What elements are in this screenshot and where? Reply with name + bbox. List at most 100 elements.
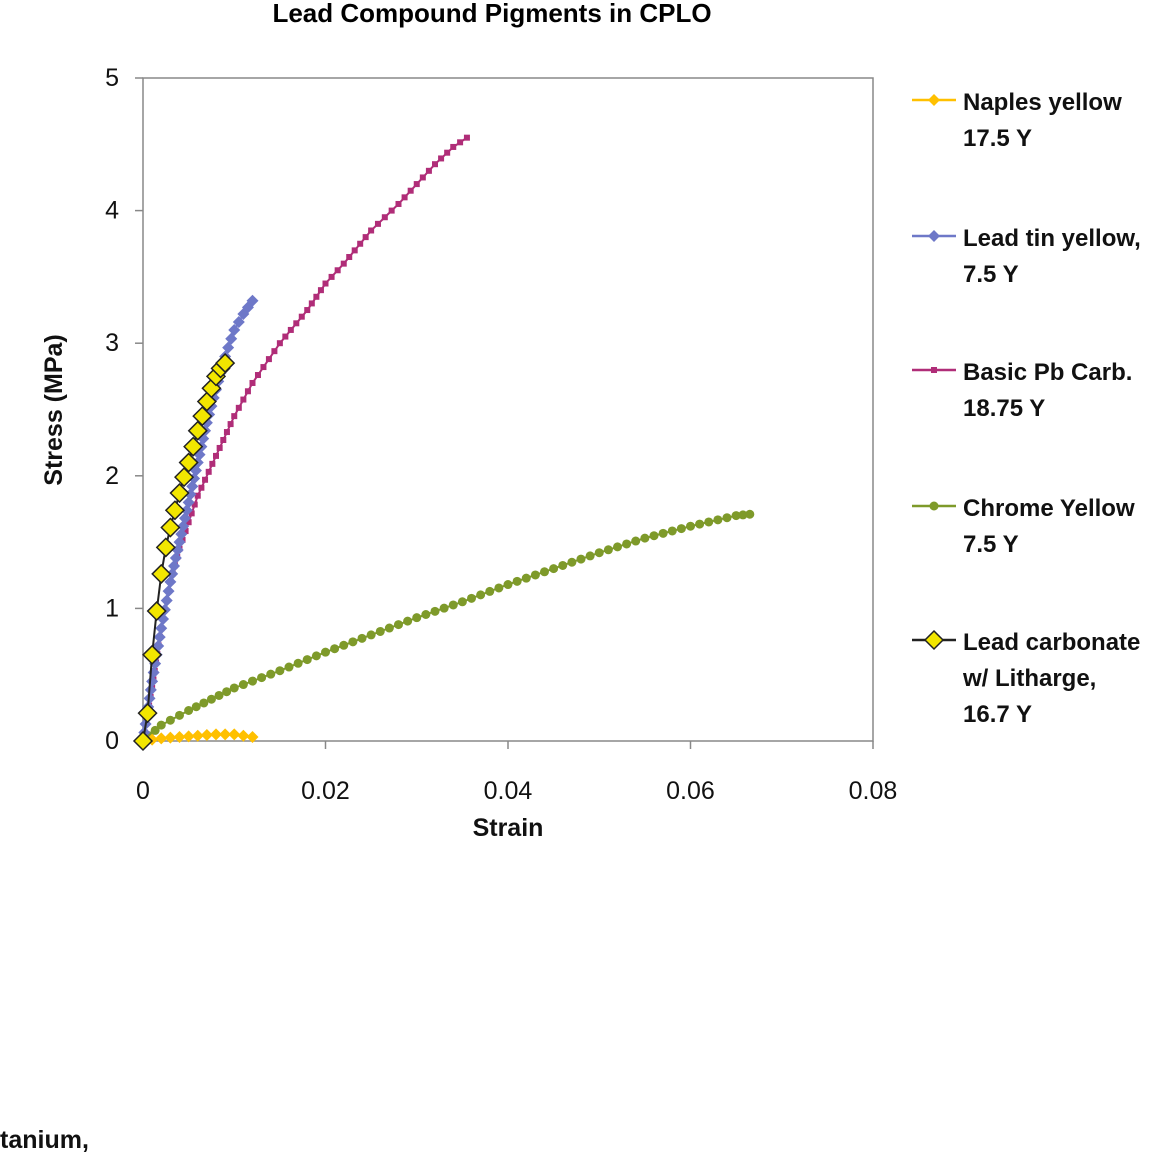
legend-swatch-marker	[928, 94, 940, 106]
y-tick-label: 2	[105, 462, 119, 490]
data-point	[494, 583, 504, 593]
series-1	[137, 728, 259, 747]
data-point	[238, 680, 248, 690]
data-point	[137, 703, 158, 724]
data-point	[357, 240, 364, 247]
data-point	[293, 320, 300, 327]
data-point	[395, 200, 402, 207]
data-point	[164, 500, 185, 521]
data-point	[368, 227, 375, 234]
data-point	[467, 593, 476, 603]
data-point	[457, 139, 464, 146]
data-point	[667, 526, 677, 536]
data-point	[227, 421, 234, 428]
legend-label: Basic Pb Carb.	[963, 359, 1132, 386]
data-point	[308, 300, 315, 307]
data-point	[199, 698, 209, 708]
data-point	[210, 728, 222, 741]
data-point	[503, 580, 513, 590]
data-point	[220, 436, 227, 443]
data-point	[622, 539, 632, 549]
legend-swatch-marker	[929, 501, 939, 511]
axes: 0 1 2 3 4 5 0 0.02 0.04 0.06 0.08	[105, 64, 897, 805]
data-point	[162, 585, 175, 598]
data-point	[194, 492, 201, 499]
data-point	[237, 729, 250, 742]
legend-label: Naples yellow	[963, 89, 1122, 116]
legend-label: Lead tin yellow,	[963, 225, 1141, 252]
data-point	[231, 413, 238, 420]
x-tick-label: 0.02	[301, 777, 350, 805]
data-point	[357, 633, 367, 643]
legend-item: Naples yellow 17.5 Y	[912, 89, 1122, 152]
page-fragment-text: tanium,	[0, 1126, 89, 1152]
data-point	[530, 570, 540, 580]
data-point	[153, 631, 166, 644]
data-point	[164, 575, 177, 588]
data-point	[558, 560, 568, 570]
data-point	[287, 326, 294, 333]
data-point	[202, 476, 209, 483]
data-point	[188, 510, 195, 517]
data-point	[206, 694, 216, 704]
data-point	[512, 576, 522, 586]
data-point	[432, 161, 438, 168]
data-point	[339, 640, 349, 650]
series-line	[142, 300, 254, 742]
data-point	[457, 597, 467, 607]
data-point	[232, 315, 245, 328]
data-point	[649, 531, 659, 541]
data-point	[223, 429, 230, 436]
data-point	[174, 467, 195, 488]
data-point	[191, 729, 204, 742]
data-point	[403, 616, 413, 626]
data-point	[298, 313, 305, 320]
data-point	[401, 194, 408, 201]
data-point	[346, 254, 353, 261]
y-tick-label: 1	[105, 594, 119, 622]
legend-label: 18.75 Y	[963, 395, 1045, 422]
data-point	[366, 630, 376, 640]
data-point	[439, 603, 449, 613]
data-point	[175, 528, 188, 541]
y-tick-label: 5	[105, 64, 119, 92]
data-point	[209, 460, 216, 467]
x-tick-label: 0.06	[666, 777, 715, 805]
data-point	[215, 353, 236, 374]
legend-label: 16.7 Y	[963, 701, 1032, 728]
data-point	[444, 149, 451, 156]
data-point	[182, 496, 195, 509]
data-point	[485, 586, 495, 596]
data-point	[191, 501, 198, 508]
data-point	[304, 307, 311, 314]
data-point	[384, 623, 394, 633]
data-point	[173, 731, 186, 744]
data-point	[169, 552, 182, 565]
x-tick-label: 0.04	[484, 777, 533, 805]
data-point	[540, 567, 549, 577]
data-point	[362, 234, 369, 241]
data-point	[142, 644, 163, 665]
data-point	[351, 247, 358, 254]
legend-swatch-marker	[928, 230, 940, 242]
data-point	[186, 480, 199, 493]
data-point	[257, 673, 267, 683]
data-point	[585, 551, 595, 561]
chart-title: Lead Compound Pigments in CPLO	[272, 0, 711, 28]
data-point	[187, 420, 208, 441]
data-point	[282, 333, 289, 340]
data-point	[228, 728, 241, 741]
data-point	[381, 214, 388, 221]
plot-area	[132, 134, 755, 752]
legend-item: Lead tin yellow, 7.5 Y	[912, 225, 1141, 288]
data-point	[156, 720, 166, 730]
data-point	[229, 683, 239, 693]
data-point	[407, 187, 414, 194]
data-point	[448, 600, 458, 610]
data-point	[155, 622, 168, 635]
y-tick-label: 0	[105, 727, 119, 755]
data-point	[695, 519, 705, 529]
data-point	[198, 484, 205, 491]
data-point	[731, 511, 741, 521]
data-point	[177, 520, 190, 533]
